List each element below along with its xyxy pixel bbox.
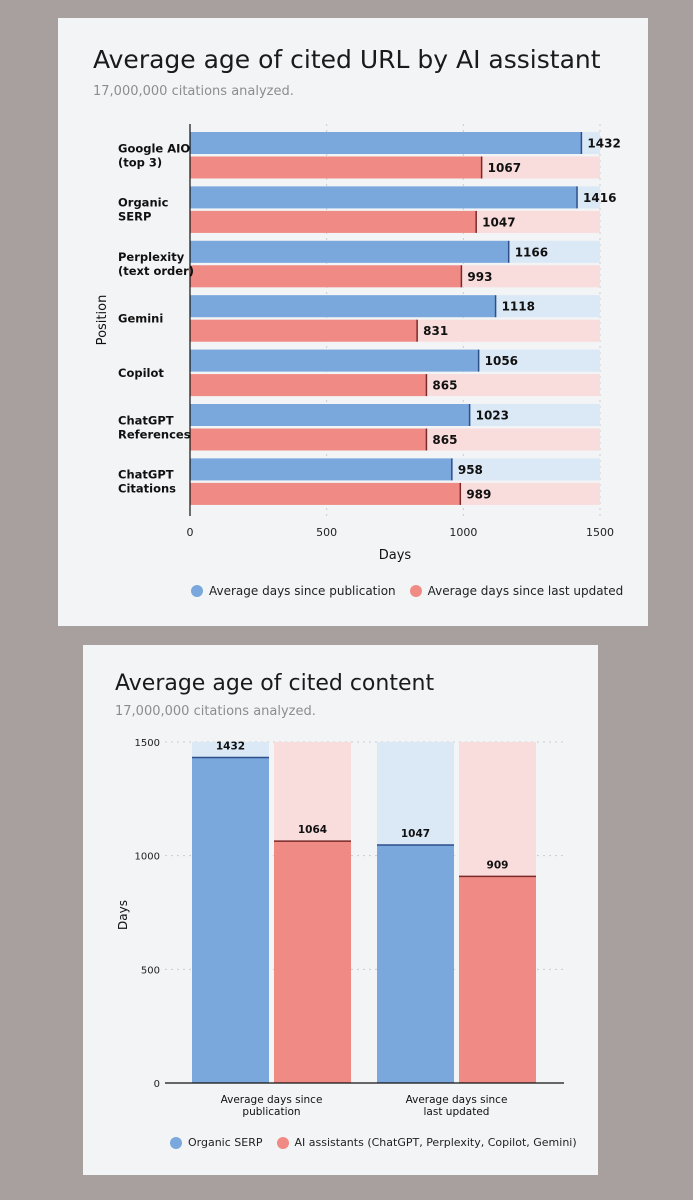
- category-label: (text order): [118, 264, 194, 278]
- chart-card-content-age: Average age of cited content 17,000,000 …: [83, 645, 598, 1175]
- data-label: 1064: [298, 824, 327, 836]
- x-tick-label: 1000: [449, 526, 477, 539]
- category-label: last updated: [424, 1106, 490, 1118]
- bar: [190, 240, 509, 263]
- data-label: 1432: [216, 740, 245, 752]
- bar: [190, 156, 482, 179]
- bar: [190, 374, 427, 397]
- bar: [190, 319, 418, 342]
- category-label: ChatGPT: [118, 468, 174, 482]
- legend-dot-blue: [191, 585, 203, 597]
- legend-item-ai: AI assistants (ChatGPT, Perplexity, Copi…: [276, 1136, 577, 1149]
- bar: [190, 458, 452, 481]
- data-label: 1056: [485, 354, 518, 368]
- category-label: Copilot: [118, 366, 164, 380]
- x-axis-title: Days: [379, 548, 412, 563]
- bar: [190, 210, 477, 233]
- data-label: 1067: [488, 161, 521, 175]
- y-tick-label: 500: [141, 965, 160, 976]
- y-axis-title: Days: [116, 900, 130, 930]
- bar: [459, 876, 536, 1083]
- category-label: Average days since: [221, 1094, 323, 1106]
- bar: [190, 482, 461, 505]
- category-label: Average days since: [406, 1094, 508, 1106]
- bar: [377, 844, 454, 1083]
- bar: [190, 428, 427, 451]
- y-tick-label: 1000: [135, 852, 160, 863]
- category-label: Google AIO: [118, 141, 190, 155]
- data-label: 1023: [476, 409, 509, 423]
- legend-dot-red: [276, 1136, 289, 1149]
- bar: [190, 186, 578, 209]
- data-label: 993: [467, 270, 492, 284]
- data-label: 865: [432, 433, 457, 447]
- y-tick-label: 1500: [135, 738, 160, 749]
- legend-label: Average days since last updated: [427, 584, 624, 598]
- legend-dot-red: [409, 585, 422, 597]
- y-axis-title: Position: [95, 295, 110, 346]
- data-label: 1118: [502, 300, 535, 314]
- data-label: 1416: [583, 191, 616, 205]
- data-label: 958: [458, 463, 483, 477]
- legend-item-organic: Organic SERP: [170, 1136, 263, 1149]
- chart-subtitle: 17,000,000 citations analyzed.: [115, 704, 316, 719]
- legend-label: Organic SERP: [188, 1136, 263, 1149]
- chart-title: Average age of cited content: [115, 671, 435, 696]
- chart-card-ai-assistant: Average age of cited URL by AI assistant…: [58, 18, 648, 626]
- category-label: publication: [242, 1106, 300, 1118]
- x-tick-label: 500: [316, 526, 337, 539]
- bar: [190, 349, 479, 372]
- bar: [190, 132, 582, 154]
- category-label: (top 3): [118, 155, 162, 169]
- data-label: 1047: [482, 215, 515, 229]
- category-label: References: [118, 427, 191, 441]
- bar: [190, 265, 462, 288]
- y-tick-label: 0: [154, 1079, 160, 1090]
- legend-item-publication: Average days since publication: [191, 584, 396, 598]
- data-label: 1432: [587, 137, 620, 151]
- legend-label: Average days since publication: [209, 584, 396, 598]
- category-label: SERP: [118, 210, 151, 224]
- chart-title: Average age of cited URL by AI assistant: [93, 45, 601, 74]
- x-tick-label: 1500: [586, 526, 614, 539]
- data-label: 909: [487, 859, 509, 871]
- chart-legend: Average days since publication Average d…: [191, 584, 637, 598]
- legend-dot-blue: [170, 1136, 182, 1149]
- x-tick-label: 0: [187, 526, 194, 539]
- chart-subtitle: 17,000,000 citations analyzed.: [93, 84, 294, 99]
- category-label: ChatGPT: [118, 413, 174, 427]
- bar: [274, 841, 351, 1083]
- legend-label: AI assistants (ChatGPT, Perplexity, Copi…: [294, 1136, 577, 1149]
- legend-item-updated: Average days since last updated: [409, 584, 624, 598]
- data-label: 989: [466, 487, 491, 501]
- data-label: 831: [423, 324, 448, 338]
- category-label: Perplexity: [118, 250, 185, 264]
- data-label: 1166: [515, 245, 548, 259]
- bar: [190, 404, 470, 426]
- horizontal-bar-chart: 1432 1067 Google AIO(top 3) 1416 1047 Organic…: [95, 124, 621, 563]
- data-label: 1047: [401, 828, 430, 840]
- bar: [192, 757, 269, 1083]
- chart-legend: Organic SERP AI assistants (ChatGPT, Per…: [170, 1136, 591, 1149]
- category-label: Gemini: [118, 311, 163, 325]
- category-label: Organic: [118, 196, 169, 210]
- data-label: 865: [432, 379, 457, 393]
- category-label: Citations: [118, 482, 176, 496]
- bar: [190, 295, 496, 318]
